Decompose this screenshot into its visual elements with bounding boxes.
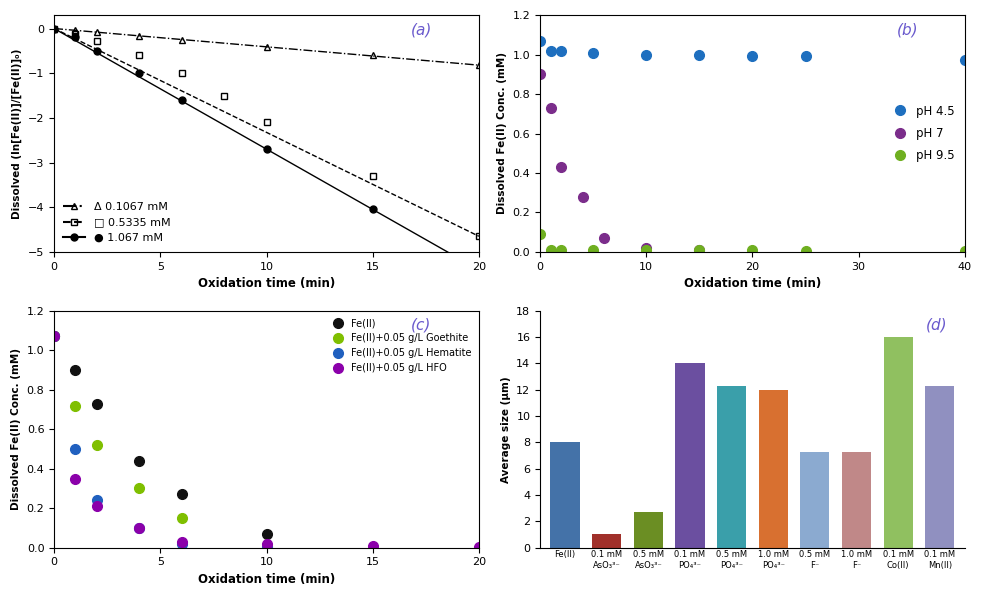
Line: Fe(II)+0.05 g/L HFO: Fe(II)+0.05 g/L HFO	[49, 331, 484, 552]
Fe(II)+0.05 g/L HFO	[133, 524, 145, 531]
pH 4.5	[534, 37, 546, 44]
Bar	[592, 534, 621, 547]
Fe(II)+0.05 g/L Goethite	[48, 333, 60, 340]
Fe(II)+0.05 g/L Goethite	[260, 542, 272, 549]
pH 7	[640, 244, 652, 251]
Text: (d): (d)	[926, 318, 948, 333]
pH 4.5	[799, 52, 811, 59]
Fe(II)+0.05 g/L Hematite	[133, 524, 145, 531]
Fe(II)+0.05 g/L Goethite	[176, 515, 188, 522]
Line: Fe(II)+0.05 g/L Goethite: Fe(II)+0.05 g/L Goethite	[49, 331, 271, 550]
pH 9.5	[746, 247, 758, 254]
Text: (b): (b)	[896, 22, 918, 37]
Legend: Δ 0.1067 mM, □ 0.5335 mM, ● 1.067 mM: Δ 0.1067 mM, □ 0.5335 mM, ● 1.067 mM	[60, 199, 174, 247]
Fe(II)+0.05 g/L HFO	[473, 543, 485, 550]
pH 7	[545, 104, 556, 112]
X-axis label: Oxidation time (min): Oxidation time (min)	[198, 573, 335, 586]
Fe(II)+0.05 g/L HFO	[90, 503, 102, 510]
Bar	[675, 364, 705, 547]
Bar	[550, 442, 580, 547]
Bar	[884, 337, 913, 547]
pH 9.5	[555, 247, 567, 254]
Line: pH 9.5: pH 9.5	[535, 229, 969, 256]
Fe(II)+0.05 g/L HFO	[70, 475, 82, 482]
Bar	[800, 451, 830, 547]
Fe(II)+0.05 g/L HFO	[176, 538, 188, 545]
Y-axis label: Dissolved (ln[Fe(II)]/[Fe(II)]₀): Dissolved (ln[Fe(II)]/[Fe(II)]₀)	[12, 48, 23, 219]
Fe(II)	[260, 530, 272, 537]
pH 4.5	[640, 51, 652, 58]
Line: Fe(II): Fe(II)	[49, 331, 271, 538]
Fe(II)+0.05 g/L Hematite	[260, 543, 272, 550]
Fe(II)+0.05 g/L Hematite	[48, 333, 60, 340]
Y-axis label: Dissolved Fe(II) Conc. (mM): Dissolved Fe(II) Conc. (mM)	[497, 53, 507, 214]
Fe(II)+0.05 g/L Goethite	[133, 485, 145, 492]
X-axis label: Oxidation time (min): Oxidation time (min)	[198, 277, 335, 290]
Bar	[759, 390, 787, 547]
Fe(II)	[70, 367, 82, 374]
Line: pH 7: pH 7	[535, 69, 704, 255]
Fe(II)+0.05 g/L Goethite	[90, 441, 102, 448]
pH 7	[577, 193, 589, 200]
pH 7	[534, 70, 546, 78]
Y-axis label: Average size (μm): Average size (μm)	[500, 376, 511, 482]
Fe(II)	[176, 491, 188, 498]
pH 9.5	[640, 247, 652, 254]
Text: (c): (c)	[411, 318, 432, 333]
pH 7	[555, 164, 567, 171]
Bar	[717, 386, 746, 547]
pH 4.5	[693, 51, 705, 58]
X-axis label: Oxidation time (min): Oxidation time (min)	[684, 277, 821, 290]
Text: (a): (a)	[411, 22, 433, 37]
Bar	[925, 386, 954, 547]
Fe(II)	[48, 333, 60, 340]
Legend: pH 4.5, pH 7, pH 9.5: pH 4.5, pH 7, pH 9.5	[884, 100, 959, 167]
Fe(II)+0.05 g/L Hematite	[70, 445, 82, 453]
Fe(II)+0.05 g/L HFO	[48, 333, 60, 340]
pH 9.5	[587, 247, 599, 254]
Fe(II)	[90, 400, 102, 407]
pH 9.5	[693, 247, 705, 254]
pH 7	[693, 247, 705, 254]
Y-axis label: Dissolved Fe(II) Conc. (mM): Dissolved Fe(II) Conc. (mM)	[11, 348, 21, 510]
pH 4.5	[545, 47, 556, 54]
Line: pH 4.5: pH 4.5	[535, 36, 969, 64]
pH 9.5	[959, 247, 971, 254]
Bar	[634, 512, 663, 547]
pH 4.5	[746, 52, 758, 59]
Fe(II)+0.05 g/L HFO	[260, 540, 272, 547]
pH 9.5	[534, 230, 546, 238]
pH 4.5	[555, 47, 567, 54]
Fe(II)+0.05 g/L Goethite	[70, 402, 82, 409]
Legend: Fe(II), Fe(II)+0.05 g/L Goethite, Fe(II)+0.05 g/L Hematite, Fe(II)+0.05 g/L HFO: Fe(II), Fe(II)+0.05 g/L Goethite, Fe(II)…	[325, 316, 474, 376]
Fe(II)+0.05 g/L HFO	[367, 542, 378, 549]
pH 4.5	[959, 56, 971, 63]
pH 9.5	[545, 247, 556, 254]
Bar	[842, 451, 871, 547]
pH 9.5	[799, 247, 811, 254]
Fe(II)+0.05 g/L Hematite	[90, 497, 102, 504]
Line: Fe(II)+0.05 g/L Hematite: Fe(II)+0.05 g/L Hematite	[49, 331, 271, 552]
pH 4.5	[587, 49, 599, 56]
Fe(II)	[133, 457, 145, 464]
pH 7	[598, 235, 609, 242]
Fe(II)+0.05 g/L Hematite	[176, 540, 188, 547]
